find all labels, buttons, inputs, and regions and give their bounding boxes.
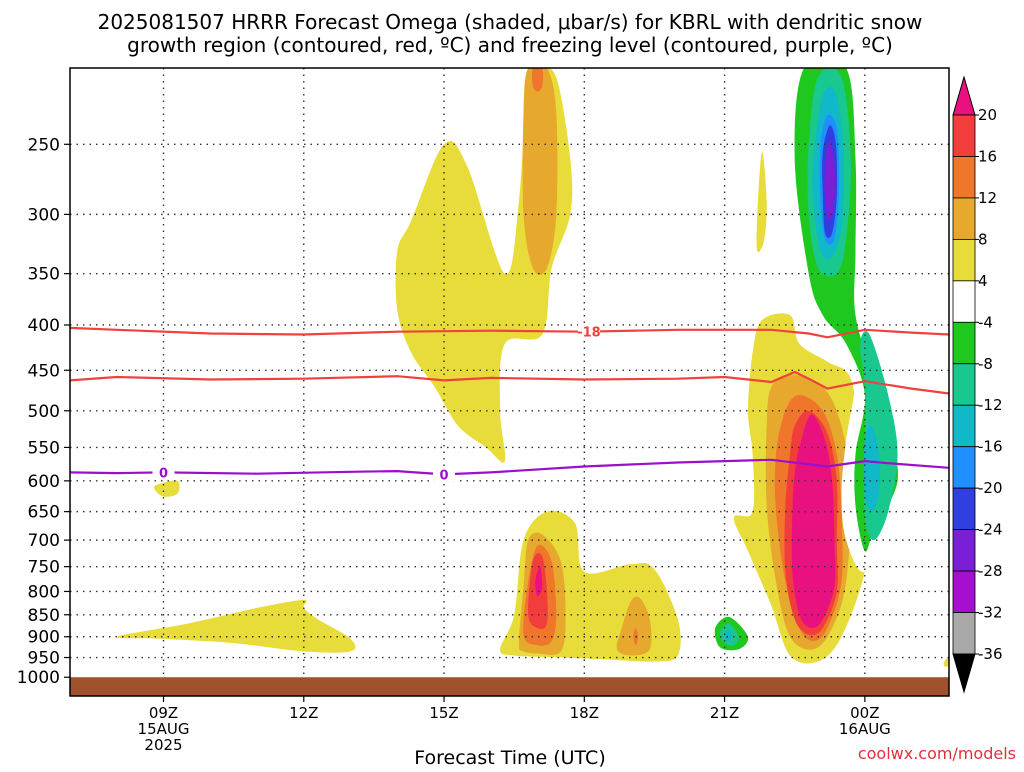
omega-region-3 [522,68,558,275]
colorbar-bin [952,612,976,655]
x-tick-label: 21Z [710,704,739,722]
colorbar-bin [952,197,976,240]
colorbar-label: 8 [978,230,988,248]
colorbar-label: -16 [978,438,1003,456]
y-axis: 2503003504004505005506006507007508008509… [17,135,70,688]
colorbar-bin [952,156,976,199]
y-tick-label: 300 [28,205,60,225]
omega-region-31 [863,425,880,512]
ground-band [70,677,949,696]
colorbar-label: -32 [978,604,1003,622]
y-tick-label: 600 [28,472,60,492]
contour-line-0 [70,326,949,339]
colorbar-bin [952,487,976,531]
contour-line-2 [70,458,949,476]
colorbar-bin [952,446,976,489]
colorbar-label: -28 [978,562,1003,580]
x-tick-label: 15Z [429,704,458,722]
y-tick-label: 250 [28,135,60,155]
y-tick-label: 650 [28,503,60,523]
chart-title-line-1: 2025081507 HRRR Forecast Omega (shaded, … [98,10,923,34]
colorbar-bin [952,280,976,323]
contour-line-1 [70,370,949,395]
y-tick-label: 750 [28,558,60,578]
contour-label-bg [577,323,600,339]
x-tick-label: 09Z [149,704,178,722]
colorbar-top-arrow [952,75,976,116]
ground-layer [70,677,949,696]
gridlines [70,68,949,678]
omega-region-9 [535,566,543,597]
omega-region-12 [527,366,549,437]
chart-title-line-2: growth region (contoured, red, ºC) and f… [127,33,893,57]
y-tick-label: 900 [28,628,60,648]
y-tick-label: 500 [28,402,60,422]
colorbar-label: -24 [978,521,1003,539]
x-tick-label: 00Z [850,704,879,722]
colorbar-label: -20 [978,479,1003,497]
contour-label-2-0: 0 [159,466,168,481]
plot-frame [69,67,950,697]
omega-shading [116,68,949,667]
colorbar-bottom-arrow [952,653,976,694]
colorbar-label: 20 [978,106,997,124]
colorbar-bin [952,529,976,572]
contour-label-2-1: 0 [440,468,449,483]
y-tick-label: 400 [28,316,60,336]
colorbar-label: -4 [978,313,993,331]
y-tick-label: 450 [28,361,60,381]
y-tick-label: 550 [28,438,60,458]
colorbar-label: -36 [978,645,1003,663]
omega-region-4 [531,68,544,92]
x-tick-label: 16AUG [839,720,891,738]
omega-region-1 [116,600,356,653]
colorbar-bin [952,321,976,365]
colorbar-label: 16 [978,147,997,165]
contour-label-bg [152,464,175,480]
colorbar-bin [952,238,976,282]
x-tick-label: 12Z [289,704,318,722]
y-tick-label: 800 [28,582,60,602]
colorbar-bin [952,404,976,448]
contour-label-bg [433,466,456,482]
colorbar-bin [952,570,976,613]
colorbar-bin [952,363,976,406]
colorbar: 20 16 12 8 4 -4 -8 -12 -16 -20 -24 -28 -32 -36 [952,75,1003,694]
y-tick-label: 350 [28,265,60,285]
y-tick-label: 700 [28,531,60,551]
omega-region-10 [616,596,652,656]
y-tick-label: 950 [28,649,60,669]
y-tick-label: 850 [28,606,60,626]
credit-text: coolwx.com/models [858,744,1016,763]
omega-region-32 [943,657,949,667]
x-tick-label: 18Z [570,704,599,722]
omega-region-16 [724,630,732,642]
omega-region-0 [153,480,180,497]
colorbar-bin [952,114,976,157]
colorbar-label: 4 [978,272,988,290]
colorbar-label: -12 [978,396,1003,414]
omega-region-29 [824,141,835,221]
contour-layer: -18 0 0 [70,323,949,483]
y-tick-label: 1000 [17,668,60,688]
x-tick-label: 2025 [144,736,182,754]
omega-region-22 [791,414,836,629]
x-tick-label: 15AUG [138,720,190,738]
x-axis-label: Forecast Time (UTC) [414,747,605,768]
colorbar-label: -8 [978,355,993,373]
contour-label-0-0: -18 [577,326,601,341]
colorbar-label: 12 [978,189,997,207]
omega-region-17 [756,151,767,253]
